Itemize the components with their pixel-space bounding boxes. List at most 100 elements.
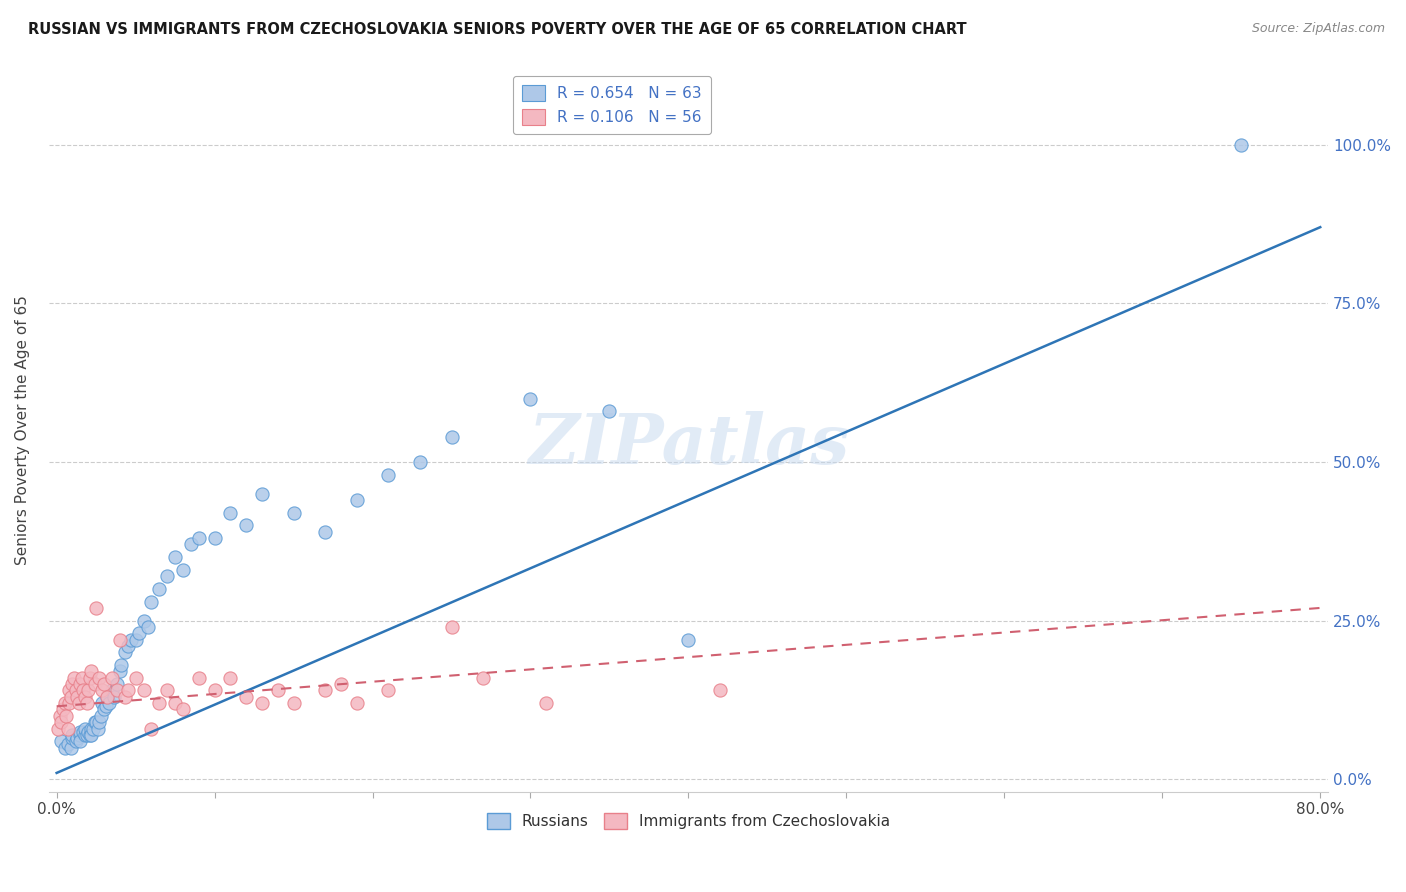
Point <box>49 708 72 723</box>
Point <box>76 696 98 710</box>
Point <box>108 665 131 679</box>
Point <box>283 506 305 520</box>
Point <box>75 728 97 742</box>
Point <box>96 690 118 704</box>
Point <box>59 690 82 704</box>
Point <box>69 724 91 739</box>
Point <box>110 658 132 673</box>
Point <box>101 671 124 685</box>
Point <box>105 677 128 691</box>
Text: Source: ZipAtlas.com: Source: ZipAtlas.com <box>1251 22 1385 36</box>
Point <box>82 722 104 736</box>
Point <box>86 722 108 736</box>
Point <box>148 582 170 596</box>
Point <box>314 524 336 539</box>
Point <box>346 696 368 710</box>
Point <box>250 486 273 500</box>
Point <box>440 620 463 634</box>
Point <box>79 728 101 742</box>
Point <box>128 626 150 640</box>
Point <box>148 696 170 710</box>
Point <box>51 734 73 748</box>
Point <box>91 683 114 698</box>
Point <box>65 683 87 698</box>
Point <box>267 683 290 698</box>
Point <box>89 671 111 685</box>
Point <box>180 537 202 551</box>
Point <box>77 683 100 698</box>
Point <box>108 632 131 647</box>
Point <box>250 696 273 710</box>
Point <box>72 683 94 698</box>
Point <box>283 696 305 710</box>
Legend: Russians, Immigrants from Czechoslovakia: Russians, Immigrants from Czechoslovakia <box>481 806 897 835</box>
Point <box>409 455 432 469</box>
Point <box>62 677 84 691</box>
Point <box>56 722 79 736</box>
Point <box>52 702 75 716</box>
Point <box>76 728 98 742</box>
Point <box>75 722 97 736</box>
Point <box>93 702 115 716</box>
Point <box>53 696 76 710</box>
Text: ZIPatlas: ZIPatlas <box>527 411 849 478</box>
Point <box>65 734 87 748</box>
Point <box>51 715 73 730</box>
Point <box>204 683 226 698</box>
Point <box>519 392 541 406</box>
Point <box>56 737 79 751</box>
Point <box>69 734 91 748</box>
Y-axis label: Seniors Poverty Over the Age of 65: Seniors Poverty Over the Age of 65 <box>15 295 30 566</box>
Point <box>156 569 179 583</box>
Point <box>440 429 463 443</box>
Point <box>377 683 399 698</box>
Point <box>377 467 399 482</box>
Point <box>70 671 93 685</box>
Point <box>124 671 146 685</box>
Point <box>141 594 163 608</box>
Point <box>219 671 242 685</box>
Point <box>94 699 117 714</box>
Point <box>62 731 84 745</box>
Point <box>80 665 103 679</box>
Point <box>77 724 100 739</box>
Point <box>46 722 69 736</box>
Point <box>172 563 194 577</box>
Point <box>472 671 495 685</box>
Point <box>89 715 111 730</box>
Point <box>204 531 226 545</box>
Point <box>84 601 107 615</box>
Point <box>235 690 257 704</box>
Point <box>75 690 97 704</box>
Point <box>101 683 124 698</box>
Point <box>105 683 128 698</box>
Point <box>709 683 731 698</box>
Point <box>69 728 91 742</box>
Point <box>80 728 103 742</box>
Point <box>219 506 242 520</box>
Point <box>117 683 139 698</box>
Point <box>59 740 82 755</box>
Point <box>62 728 84 742</box>
Point <box>117 639 139 653</box>
Point <box>235 518 257 533</box>
Point <box>63 671 86 685</box>
Point <box>97 696 120 710</box>
Point <box>132 683 155 698</box>
Point <box>58 683 80 698</box>
Point <box>55 708 77 723</box>
Point <box>66 731 89 745</box>
Point <box>165 696 187 710</box>
Point <box>96 690 118 704</box>
Point <box>114 690 136 704</box>
Point <box>141 722 163 736</box>
Point <box>79 671 101 685</box>
Point <box>678 632 700 647</box>
Point <box>132 614 155 628</box>
Point <box>187 671 209 685</box>
Point <box>536 696 558 710</box>
Point <box>330 677 353 691</box>
Text: RUSSIAN VS IMMIGRANTS FROM CZECHOSLOVAKIA SENIORS POVERTY OVER THE AGE OF 65 COR: RUSSIAN VS IMMIGRANTS FROM CZECHOSLOVAKI… <box>28 22 967 37</box>
Point <box>114 645 136 659</box>
Point <box>69 677 91 691</box>
